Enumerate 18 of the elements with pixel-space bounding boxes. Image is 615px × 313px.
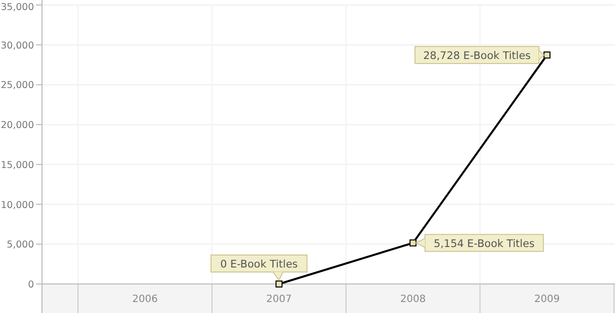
x-tick-label: 2009 — [534, 294, 560, 305]
point — [544, 51, 550, 58]
point — [276, 280, 282, 288]
x-tick-label: 2007 — [266, 294, 292, 305]
y-tick-label: 30,000 — [0, 40, 34, 52]
point — [410, 239, 416, 246]
x-tick-label: 2008 — [400, 294, 426, 305]
data-label: 0 E-Book Titles — [220, 258, 298, 270]
data-label: 28,728 E-Book Titles — [423, 50, 531, 62]
y-tick-label: 25,000 — [0, 80, 34, 92]
y-tick-label: 15,000 — [0, 160, 34, 171]
y-tick-label: 0 — [28, 280, 34, 290]
data-label: 5,154 E-Book Titles — [434, 238, 535, 250]
x-tick-label: 2006 — [132, 294, 158, 305]
y-tick-label: 20,000 — [0, 120, 34, 132]
y-tick-label: 10,000 — [0, 200, 34, 211]
y-tick-label: 35,000 — [0, 2, 34, 13]
y-tick-label: 5,000 — [6, 240, 34, 251]
